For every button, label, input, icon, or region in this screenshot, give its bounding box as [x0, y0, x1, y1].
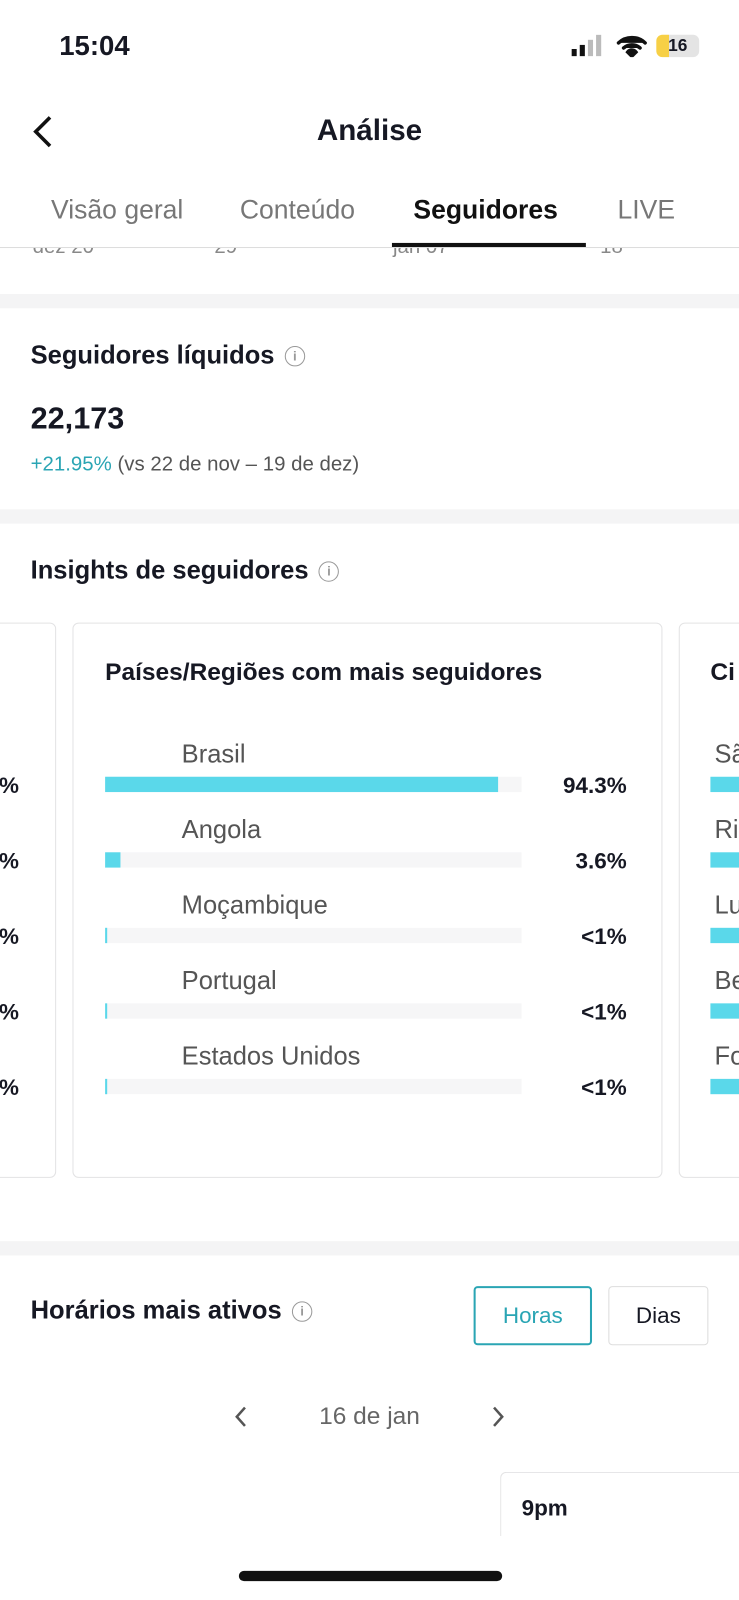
country-name: Estados Unidos — [181, 1042, 361, 1071]
bar-fragment — [710, 927, 739, 944]
bar — [105, 776, 498, 793]
text: Seguidores líquidos — [30, 340, 275, 370]
info-icon[interactable]: i — [291, 1301, 313, 1323]
text: Horários mais ativos — [30, 1296, 282, 1325]
bar-fragment — [710, 776, 739, 793]
city-name: Lu — [714, 891, 738, 920]
card-left[interactable]: %%%%% — [0, 622, 57, 1178]
toggle-button[interactable]: Dias — [608, 1286, 709, 1346]
percent-label: % — [0, 923, 19, 950]
next-date[interactable] — [490, 1404, 506, 1428]
city-name: Ri — [714, 815, 739, 845]
battery: 16 — [656, 34, 700, 58]
separator — [0, 509, 739, 524]
percent-label: 94.3% — [563, 772, 627, 799]
text: Insights de seguidores — [30, 556, 309, 585]
tab-indicator — [391, 242, 586, 248]
percent-label: <1% — [581, 923, 627, 950]
card-title: Ci — [710, 658, 735, 686]
section-title: Horários mais ativos i — [31, 1296, 313, 1326]
tab[interactable]: Conteúdo — [239, 193, 355, 225]
toggle-button[interactable]: Horas — [473, 1286, 593, 1346]
change: +21.95% — [30, 453, 112, 476]
axis-label: 18 — [600, 248, 623, 259]
percent-label: <1% — [581, 999, 627, 1025]
bar-track — [105, 1078, 522, 1095]
tooltip: 9pm — [500, 1471, 739, 1537]
comparison: (vs 22 de nov – 19 de dez) — [117, 453, 360, 476]
metric-value: 22,173 — [30, 402, 125, 436]
wifi — [616, 35, 647, 58]
percent-label: 3.6% — [575, 848, 627, 874]
percent-label: % — [0, 999, 19, 1025]
percent-label: % — [0, 1074, 19, 1101]
country-name: Moçambique — [181, 891, 328, 920]
bar — [105, 852, 121, 868]
bar-fragment — [710, 1003, 739, 1019]
info-icon[interactable]: i — [318, 561, 340, 583]
axis-label: dez 20 — [33, 248, 94, 259]
divider — [0, 247, 739, 249]
back-button[interactable] — [31, 114, 55, 149]
bar-fragment — [710, 1078, 739, 1095]
percent-label: % — [0, 772, 19, 799]
bar-track — [105, 927, 522, 944]
city-name: Sã — [714, 740, 738, 769]
page-title: Análise — [316, 114, 423, 147]
axis-label: 29 — [214, 248, 237, 259]
bar-track — [105, 852, 522, 868]
home-indicator — [238, 1570, 503, 1582]
percent-label: <1% — [581, 1074, 627, 1101]
tab-active[interactable]: Seguidores — [413, 193, 558, 225]
separator — [0, 293, 739, 309]
city-name: Be — [714, 966, 738, 996]
percent-label: % — [0, 848, 19, 874]
bar — [105, 1003, 108, 1019]
tab[interactable]: LIVE — [617, 193, 676, 225]
card-right[interactable]: Ci Sã Ri Lu Be Fo — [678, 622, 739, 1178]
tooltip-time: 9pm — [521, 1495, 568, 1521]
separator — [0, 1241, 739, 1256]
section-title: Insights de seguidores i — [31, 556, 340, 586]
signal — [571, 34, 602, 57]
info-icon[interactable]: i — [284, 346, 306, 367]
tab[interactable]: Visão geral — [51, 193, 184, 225]
date-label: 16 de jan — [319, 1402, 420, 1431]
bar-fragment — [710, 852, 739, 868]
bar-track — [105, 1003, 522, 1019]
metric-change: +21.95% (vs 22 de nov – 19 de dez) — [31, 453, 360, 476]
card-countries[interactable]: Países/Regiões com mais seguidores Brasi… — [72, 622, 663, 1178]
country-name: Angola — [181, 815, 262, 845]
prev-date[interactable] — [233, 1404, 249, 1428]
axis-fragments: dez 20 29 jan 07 18 — [0, 248, 739, 263]
city-name: Fo — [714, 1042, 738, 1071]
country-name: Portugal — [181, 966, 277, 996]
bar-track — [105, 776, 522, 793]
axis-label: jan 07 — [393, 248, 449, 259]
bar — [105, 927, 108, 944]
country-name: Brasil — [181, 740, 246, 769]
bar — [105, 1078, 107, 1095]
section-title: Seguidores líquidos i — [30, 340, 306, 371]
card-title: Países/Regiões com mais seguidores — [105, 658, 543, 686]
time: 15:04 — [59, 30, 130, 62]
